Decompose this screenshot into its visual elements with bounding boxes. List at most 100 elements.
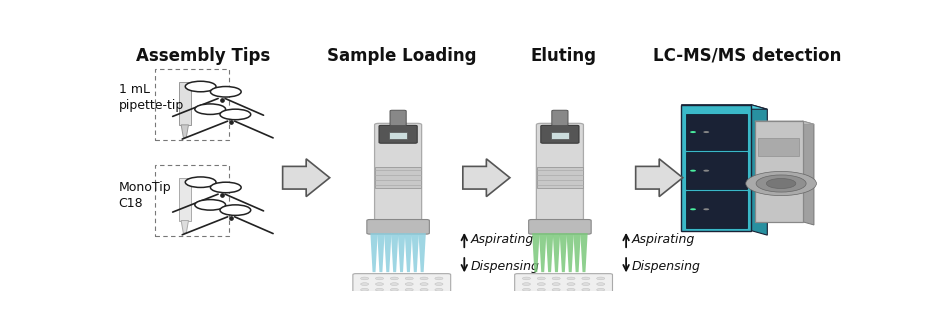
Polygon shape xyxy=(283,159,329,197)
FancyBboxPatch shape xyxy=(541,125,579,143)
Circle shape xyxy=(361,283,369,285)
Polygon shape xyxy=(463,159,510,197)
Circle shape xyxy=(195,199,226,210)
Circle shape xyxy=(690,170,696,172)
Circle shape xyxy=(435,277,443,280)
Bar xyxy=(551,132,568,139)
Polygon shape xyxy=(391,233,399,272)
Bar xyxy=(758,138,799,156)
FancyBboxPatch shape xyxy=(379,125,418,143)
Circle shape xyxy=(376,300,383,302)
Circle shape xyxy=(703,170,709,172)
Circle shape xyxy=(582,277,590,280)
Circle shape xyxy=(220,205,251,215)
Circle shape xyxy=(582,300,590,302)
Circle shape xyxy=(537,294,546,297)
Polygon shape xyxy=(398,233,405,272)
Circle shape xyxy=(552,294,560,297)
Polygon shape xyxy=(560,233,567,272)
Circle shape xyxy=(552,288,560,291)
Text: Eluting: Eluting xyxy=(530,47,597,65)
Text: Aspirating: Aspirating xyxy=(632,232,696,246)
Circle shape xyxy=(522,300,530,302)
Polygon shape xyxy=(803,121,814,225)
Polygon shape xyxy=(532,233,540,272)
Circle shape xyxy=(522,283,530,285)
Bar xyxy=(686,114,747,150)
FancyBboxPatch shape xyxy=(375,123,421,222)
Circle shape xyxy=(361,288,369,291)
Circle shape xyxy=(435,300,443,302)
Circle shape xyxy=(376,283,383,285)
Text: MonoTip
C18: MonoTip C18 xyxy=(119,181,171,210)
Circle shape xyxy=(185,177,216,187)
Circle shape xyxy=(567,300,575,302)
FancyBboxPatch shape xyxy=(353,274,451,305)
Circle shape xyxy=(567,277,575,280)
Circle shape xyxy=(405,294,413,297)
Circle shape xyxy=(420,283,428,285)
Polygon shape xyxy=(580,233,587,272)
Circle shape xyxy=(420,277,428,280)
Circle shape xyxy=(376,288,383,291)
Circle shape xyxy=(567,283,575,285)
Bar xyxy=(686,152,747,189)
Circle shape xyxy=(390,300,399,302)
Circle shape xyxy=(220,109,251,120)
Circle shape xyxy=(361,294,369,297)
Circle shape xyxy=(361,277,369,280)
Circle shape xyxy=(597,277,605,280)
Circle shape xyxy=(405,288,413,291)
Circle shape xyxy=(703,131,709,133)
Bar xyxy=(686,191,747,228)
Circle shape xyxy=(420,300,428,302)
Circle shape xyxy=(690,208,696,210)
FancyBboxPatch shape xyxy=(681,105,752,231)
Circle shape xyxy=(746,171,816,196)
Circle shape xyxy=(522,288,530,291)
Bar xyxy=(537,167,583,188)
Circle shape xyxy=(567,288,575,291)
Circle shape xyxy=(703,208,709,210)
Circle shape xyxy=(420,294,428,297)
Polygon shape xyxy=(404,233,412,272)
FancyBboxPatch shape xyxy=(536,123,584,222)
Circle shape xyxy=(361,300,369,302)
Circle shape xyxy=(211,182,241,193)
FancyBboxPatch shape xyxy=(551,110,568,126)
Circle shape xyxy=(537,277,546,280)
Circle shape xyxy=(552,283,560,285)
Polygon shape xyxy=(384,233,392,272)
Text: Dispensing: Dispensing xyxy=(470,260,539,273)
Circle shape xyxy=(597,300,605,302)
Circle shape xyxy=(435,288,443,291)
Text: Aspirating: Aspirating xyxy=(470,232,533,246)
Circle shape xyxy=(597,294,605,297)
Text: Sample Loading: Sample Loading xyxy=(327,47,476,65)
Circle shape xyxy=(690,131,696,133)
Circle shape xyxy=(405,283,413,285)
Polygon shape xyxy=(573,233,581,272)
Polygon shape xyxy=(636,159,682,197)
Bar xyxy=(389,132,407,139)
Circle shape xyxy=(756,175,806,192)
Polygon shape xyxy=(553,233,560,272)
Circle shape xyxy=(376,294,383,297)
Circle shape xyxy=(195,104,226,114)
Circle shape xyxy=(435,283,443,285)
Polygon shape xyxy=(181,125,189,137)
Circle shape xyxy=(582,294,590,297)
Circle shape xyxy=(420,288,428,291)
Text: Assembly Tips: Assembly Tips xyxy=(136,47,270,65)
Text: LC-MS/MS detection: LC-MS/MS detection xyxy=(653,47,842,65)
Circle shape xyxy=(390,277,399,280)
FancyBboxPatch shape xyxy=(390,110,406,126)
Circle shape xyxy=(376,277,383,280)
Polygon shape xyxy=(378,233,384,272)
FancyBboxPatch shape xyxy=(754,121,803,222)
Circle shape xyxy=(185,81,216,92)
Circle shape xyxy=(552,300,560,302)
Polygon shape xyxy=(419,233,426,272)
Circle shape xyxy=(211,87,241,97)
Bar xyxy=(156,165,229,236)
